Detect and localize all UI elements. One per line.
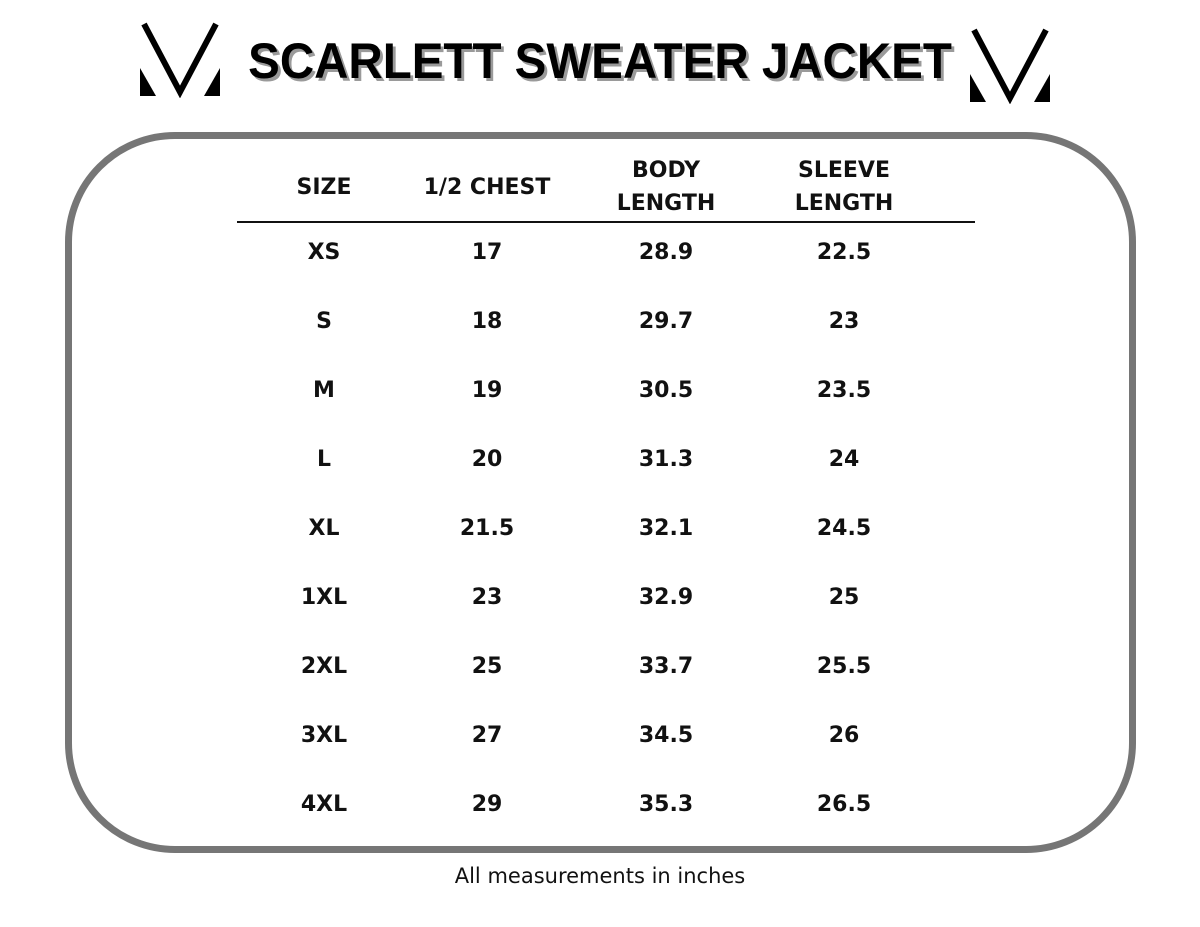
cell-sleeve-length: 24 bbox=[828, 447, 860, 472]
cell-body-length: 29.7 bbox=[638, 309, 694, 334]
cell-half-chest: 29 bbox=[471, 792, 503, 817]
cell-sleeve-length: 23 bbox=[828, 309, 860, 334]
cell-body-length: 33.7 bbox=[638, 654, 694, 679]
cell-size: 3XL bbox=[300, 723, 348, 748]
cell-size: 4XL bbox=[300, 792, 348, 817]
cell-body-length: 32.1 bbox=[638, 516, 694, 541]
footer-note: All measurements in inches bbox=[454, 864, 746, 888]
cell-body-length: 35.3 bbox=[638, 792, 694, 817]
header-divider bbox=[237, 221, 975, 223]
cell-body-length: 28.9 bbox=[638, 240, 694, 265]
cell-size: 2XL bbox=[300, 654, 348, 679]
page-title: SCARLETT SWEATER JACKET bbox=[248, 33, 952, 89]
column-header-half-chest: 1/2 CHEST bbox=[423, 175, 551, 200]
cell-sleeve-length: 26.5 bbox=[816, 792, 872, 817]
cell-body-length: 30.5 bbox=[638, 378, 694, 403]
column-header-size: SIZE bbox=[296, 175, 352, 200]
cell-size: XS bbox=[307, 240, 341, 265]
cell-half-chest: 19 bbox=[471, 378, 503, 403]
cell-size: S bbox=[316, 309, 332, 334]
cell-half-chest: 23 bbox=[471, 585, 503, 610]
cell-half-chest: 25 bbox=[471, 654, 503, 679]
column-header-sleeve-length: SLEEVE LENGTH bbox=[794, 158, 894, 216]
cell-half-chest: 27 bbox=[471, 723, 503, 748]
cell-size: 1XL bbox=[300, 585, 348, 610]
v-monogram-logo-icon bbox=[970, 28, 1050, 104]
cell-sleeve-length: 26 bbox=[828, 723, 860, 748]
cell-sleeve-length: 22.5 bbox=[816, 240, 872, 265]
cell-size: XL bbox=[308, 516, 340, 541]
size-chart-frame bbox=[65, 132, 1136, 853]
cell-size: L bbox=[316, 447, 332, 472]
cell-body-length: 31.3 bbox=[638, 447, 694, 472]
cell-size: M bbox=[313, 378, 335, 403]
column-header-body-length: BODY LENGTH bbox=[616, 158, 716, 216]
cell-half-chest: 21.5 bbox=[459, 516, 515, 541]
cell-half-chest: 20 bbox=[471, 447, 503, 472]
cell-half-chest: 17 bbox=[471, 240, 503, 265]
cell-sleeve-length: 25 bbox=[828, 585, 860, 610]
cell-sleeve-length: 23.5 bbox=[816, 378, 872, 403]
cell-half-chest: 18 bbox=[471, 309, 503, 334]
v-monogram-logo-icon bbox=[140, 22, 220, 98]
cell-sleeve-length: 25.5 bbox=[816, 654, 872, 679]
cell-body-length: 32.9 bbox=[638, 585, 694, 610]
cell-sleeve-length: 24.5 bbox=[816, 516, 872, 541]
cell-body-length: 34.5 bbox=[638, 723, 694, 748]
